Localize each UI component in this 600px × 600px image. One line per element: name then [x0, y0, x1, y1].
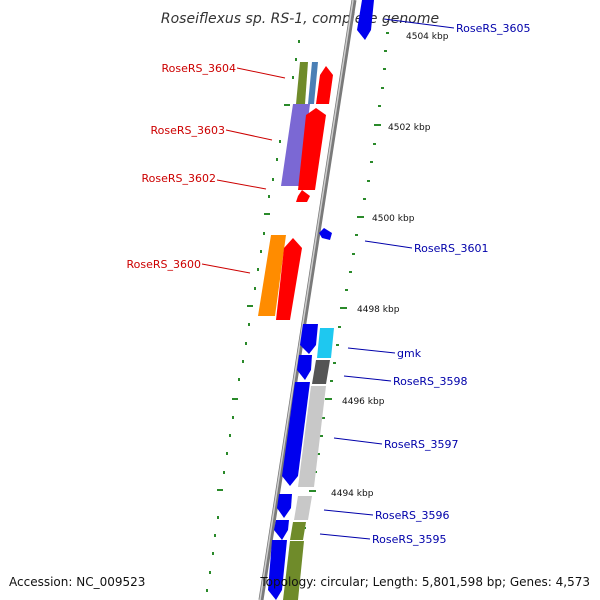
gene-block-lavender [281, 104, 310, 186]
inner-tick-ring [206, 40, 300, 592]
gene-block-3595-a [290, 522, 306, 540]
scale-label-4496: 4496 kbp [342, 397, 385, 407]
gene-arrow-3600 [276, 238, 302, 320]
gene-arrow-3595 [274, 520, 289, 540]
map-title: Roseiflexus sp. RS-1, complete genome [161, 11, 439, 27]
gene-arrow-3596 [277, 494, 292, 518]
gene-block-orange [258, 235, 286, 316]
gene-arrow-3603 [298, 108, 326, 190]
gene-label-3601[interactable]: RoseRS_3601 [414, 242, 489, 255]
forward-feature-track [283, 62, 334, 600]
gene-label-3600[interactable]: RoseRS_3600 [127, 258, 202, 271]
gene-arrow-gmk [300, 324, 318, 354]
gene-label-3605[interactable]: RoseRS_3605 [456, 22, 531, 35]
gene-label-3597[interactable]: RoseRS_3597 [384, 438, 459, 451]
gene-arrow-3597 [282, 382, 310, 486]
gene-label-3602[interactable]: RoseRS_3602 [142, 172, 217, 185]
genome-backbone [258, 0, 357, 600]
reverse-label-leaders [201, 67, 286, 274]
gene-label-3595[interactable]: RoseRS_3595 [372, 533, 447, 546]
forward-label-leaders [319, 18, 455, 540]
gene-arrow-next [268, 540, 287, 600]
scale-label-4500: 4500 kbp [372, 214, 415, 224]
gene-block-3598 [312, 360, 330, 384]
gene-label-3603[interactable]: RoseRS_3603 [151, 124, 226, 137]
gene-block-olive [296, 62, 308, 104]
scale-labels: 4504 kbp 4502 kbp 4500 kbp 4498 kbp 4496… [331, 32, 449, 499]
gene-block-3596 [294, 496, 312, 520]
gene-block-gmk [317, 328, 334, 358]
gene-label-3604[interactable]: RoseRS_3604 [162, 62, 237, 75]
reverse-feature-track [258, 62, 310, 316]
gene-arrow-3601 [319, 228, 332, 240]
scale-label-4504: 4504 kbp [406, 32, 449, 42]
scale-label-4502: 4502 kbp [388, 123, 431, 133]
scale-label-4498: 4498 kbp [357, 305, 400, 315]
reverse-gene-labels: RoseRS_3604 RoseRS_3603 RoseRS_3602 Rose… [127, 62, 237, 271]
scale-label-4494: 4494 kbp [331, 489, 374, 499]
gene-arrow-3605 [357, 0, 374, 40]
reverse-gene-track [276, 66, 333, 320]
gene-arrow-3602 [296, 190, 310, 202]
gene-block-3595-b [283, 541, 304, 600]
accession-text: Accession: NC_009523 [9, 575, 145, 589]
gene-block-3597 [298, 386, 326, 487]
gene-arrow-3604 [316, 66, 333, 104]
forward-gene-labels: RoseRS_3605 RoseRS_3601 gmk RoseRS_3598 … [372, 22, 531, 546]
gene-label-3598[interactable]: RoseRS_3598 [393, 375, 468, 388]
gene-arrow-3598 [297, 355, 312, 380]
gene-block-steelblue [308, 62, 318, 104]
gene-label-gmk[interactable]: gmk [397, 347, 422, 360]
topology-text: Topology: circular; Length: 5,801,598 bp… [259, 575, 590, 589]
gene-label-3596[interactable]: RoseRS_3596 [375, 509, 450, 522]
forward-gene-track [268, 0, 374, 600]
